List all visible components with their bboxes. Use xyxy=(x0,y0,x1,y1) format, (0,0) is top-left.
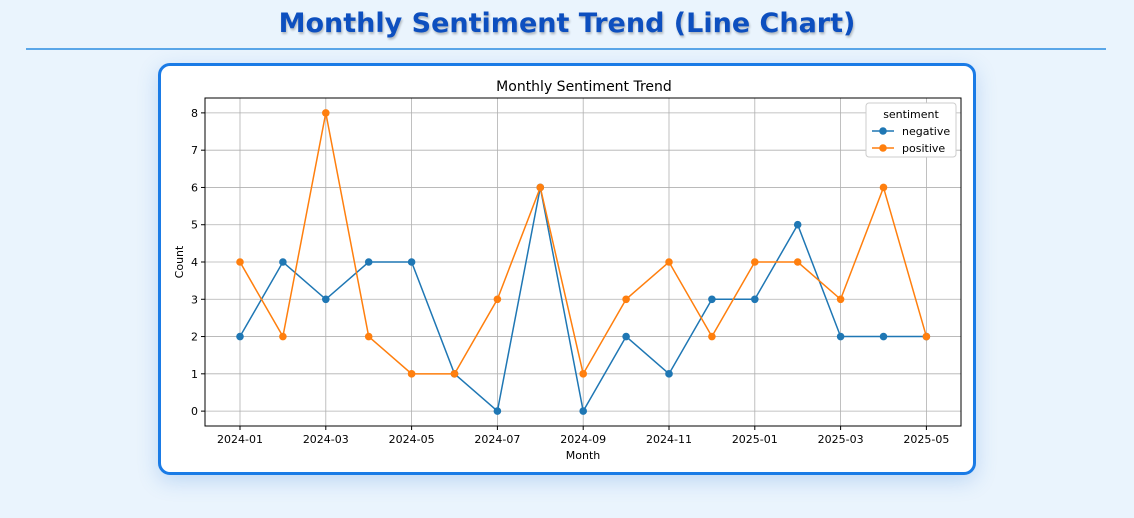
y-tick-label: 3 xyxy=(191,293,198,306)
data-point-positive xyxy=(364,332,373,341)
data-point-positive xyxy=(879,183,888,192)
x-axis-label: Month xyxy=(566,449,601,462)
title-divider xyxy=(26,48,1106,50)
y-tick-label: 8 xyxy=(191,107,198,120)
data-point-negative xyxy=(407,258,416,266)
x-tick-label: 2024-09 xyxy=(560,433,606,446)
data-point-negative xyxy=(322,295,330,304)
series-lines xyxy=(236,109,931,415)
data-point-positive xyxy=(793,258,802,266)
legend-swatch-marker xyxy=(879,127,887,135)
data-point-positive xyxy=(493,295,502,304)
y-tick-label: 2 xyxy=(191,331,198,344)
sentiment-line-chart: Monthly Sentiment Trend 0 1 2 3 4 5 6 7 8 2024-01… xyxy=(173,79,962,462)
data-point-positive xyxy=(322,109,330,117)
data-point-negative xyxy=(836,332,845,341)
data-point-negative xyxy=(579,407,587,415)
y-tick-label: 0 xyxy=(191,405,198,418)
legend: sentiment negative positive xyxy=(865,102,957,158)
data-point-positive xyxy=(751,258,759,266)
data-point-positive xyxy=(665,258,673,266)
data-point-positive xyxy=(922,332,931,341)
chart-card: Monthly Sentiment Trend 0 1 2 3 4 5 6 7 8 2024-01… xyxy=(158,63,976,475)
y-tick-label: 7 xyxy=(191,144,198,157)
data-point-positive xyxy=(536,183,545,192)
legend-label-positive: positive xyxy=(902,142,945,155)
legend-swatch-marker xyxy=(879,144,887,152)
data-point-negative xyxy=(364,258,373,266)
data-point-positive xyxy=(236,258,244,266)
page-title: Monthly Sentiment Trend (Line Chart) xyxy=(278,8,856,39)
data-point-negative xyxy=(279,258,287,266)
x-tick-label: 2024-11 xyxy=(646,433,692,446)
data-point-negative xyxy=(879,332,888,341)
data-point-negative xyxy=(493,407,502,415)
axis-ticks: 0 1 2 3 4 5 6 7 8 2024-01 2024-03 2024-05 2024-07 202… xyxy=(191,107,949,446)
data-point-positive xyxy=(450,370,459,378)
data-point-positive xyxy=(708,332,716,341)
data-point-positive xyxy=(836,295,845,304)
legend-title: sentiment xyxy=(883,108,939,121)
y-axis-label: Count xyxy=(173,245,186,278)
data-point-positive xyxy=(279,332,287,341)
y-tick-label: 4 xyxy=(191,256,198,269)
x-tick-label: 2024-01 xyxy=(217,433,263,446)
data-point-negative xyxy=(793,220,802,229)
data-point-positive xyxy=(579,370,587,378)
data-point-positive xyxy=(622,295,630,304)
legend-label-negative: negative xyxy=(902,125,950,138)
x-tick-label: 2025-01 xyxy=(732,433,778,446)
y-tick-label: 1 xyxy=(191,368,198,381)
data-point-negative xyxy=(751,295,759,304)
x-tick-label: 2025-03 xyxy=(818,433,864,446)
x-tick-label: 2024-05 xyxy=(389,433,435,446)
x-tick-label: 2024-07 xyxy=(474,433,520,446)
y-tick-label: 6 xyxy=(191,181,198,194)
y-tick-label: 5 xyxy=(191,219,198,232)
x-tick-label: 2025-05 xyxy=(903,433,949,446)
chart-title: Monthly Sentiment Trend xyxy=(496,79,672,95)
data-point-positive xyxy=(407,370,416,378)
data-point-negative xyxy=(665,370,673,378)
data-point-negative xyxy=(708,295,716,304)
data-point-negative xyxy=(236,332,244,341)
legend-box xyxy=(865,102,957,158)
plot-frame xyxy=(204,97,962,427)
data-point-negative xyxy=(622,332,630,341)
x-tick-label: 2024-03 xyxy=(303,433,349,446)
